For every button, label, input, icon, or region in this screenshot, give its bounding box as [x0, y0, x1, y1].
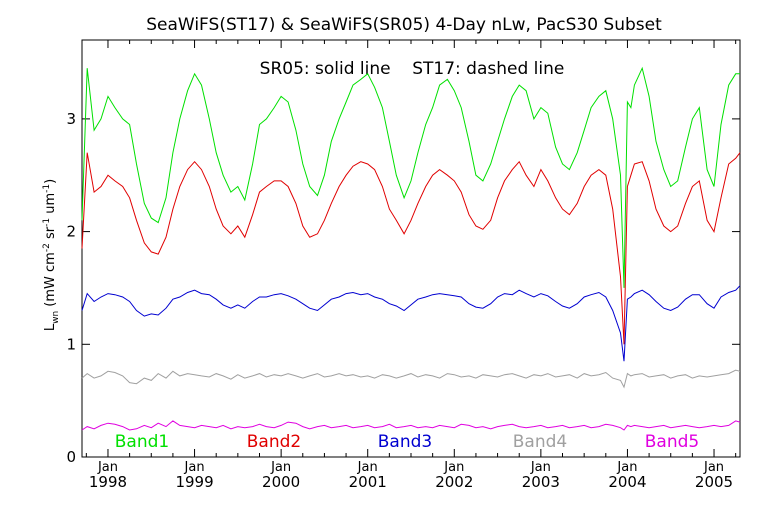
- x-tick-year: 2002: [435, 473, 473, 491]
- series-line-band4: [81, 369, 741, 389]
- x-tick-month: Jan: [616, 460, 637, 475]
- svg-text:Lwn (mW cm-2 sr-1 um-1): Lwn (mW cm-2 sr-1 um-1): [42, 179, 61, 331]
- y-label-sr: sr: [43, 226, 58, 239]
- y-label-sub: wn: [51, 311, 61, 324]
- series-line-band2: [81, 152, 741, 345]
- plot-frame: [81, 39, 741, 458]
- chart-annotation: SR05: solid line ST17: dashed line: [260, 59, 565, 79]
- y-label-exp3: -1: [42, 184, 52, 193]
- y-tick-label: 1: [66, 335, 76, 353]
- x-tick-month: Jan: [703, 460, 724, 475]
- y-label-rest: (mW cm: [43, 252, 58, 307]
- y-label-exp: -2: [42, 243, 52, 252]
- x-tick-year: 2005: [695, 473, 733, 491]
- x-tick-month: Jan: [443, 460, 464, 475]
- series-line-band3: [81, 285, 741, 362]
- legend: Band1 Band2 Band3 Band4 Band5: [115, 432, 699, 452]
- x-tick-year: 1998: [89, 473, 127, 491]
- legend-label-band2: Band2: [247, 432, 301, 452]
- x-tick-year: 2004: [608, 473, 646, 491]
- x-tick-month: Jan: [357, 460, 378, 475]
- y-label-main: L: [43, 323, 58, 331]
- x-tick-month: Jan: [530, 460, 551, 475]
- legend-label-band1: Band1: [115, 432, 169, 452]
- legend-label-band5: Band5: [645, 432, 699, 452]
- legend-label-band3: Band3: [378, 432, 432, 452]
- y-axis-label: Lwn (mW cm-2 sr-1 um-1): [42, 179, 61, 331]
- y-label-exp2: -1: [42, 218, 52, 227]
- y-tick-label: 2: [66, 223, 76, 241]
- y-ticks: 0 1 2 3: [66, 110, 740, 466]
- x-ticks: Jan1998Jan1999Jan2000Jan2001Jan2002Jan20…: [85, 40, 737, 491]
- series-lines: [81, 66, 741, 431]
- x-tick-month: Jan: [97, 460, 118, 475]
- y-tick-label: 0: [66, 448, 76, 466]
- x-tick-year: 2000: [262, 473, 300, 491]
- x-tick-year: 2001: [349, 473, 387, 491]
- y-tick-label: 3: [66, 110, 76, 128]
- y-label-um: um: [43, 193, 58, 214]
- x-tick-year: 2003: [522, 473, 560, 491]
- x-tick-year: 1999: [175, 473, 213, 491]
- series-line-band1: [81, 66, 740, 288]
- series-line-band5: [81, 420, 741, 431]
- x-tick-month: Jan: [270, 460, 291, 475]
- x-tick-month: Jan: [184, 460, 205, 475]
- legend-label-band4: Band4: [513, 432, 567, 452]
- chart-title: SeaWiFS(ST17) & SeaWiFS(SR05) 4-Day nLw,…: [146, 15, 662, 35]
